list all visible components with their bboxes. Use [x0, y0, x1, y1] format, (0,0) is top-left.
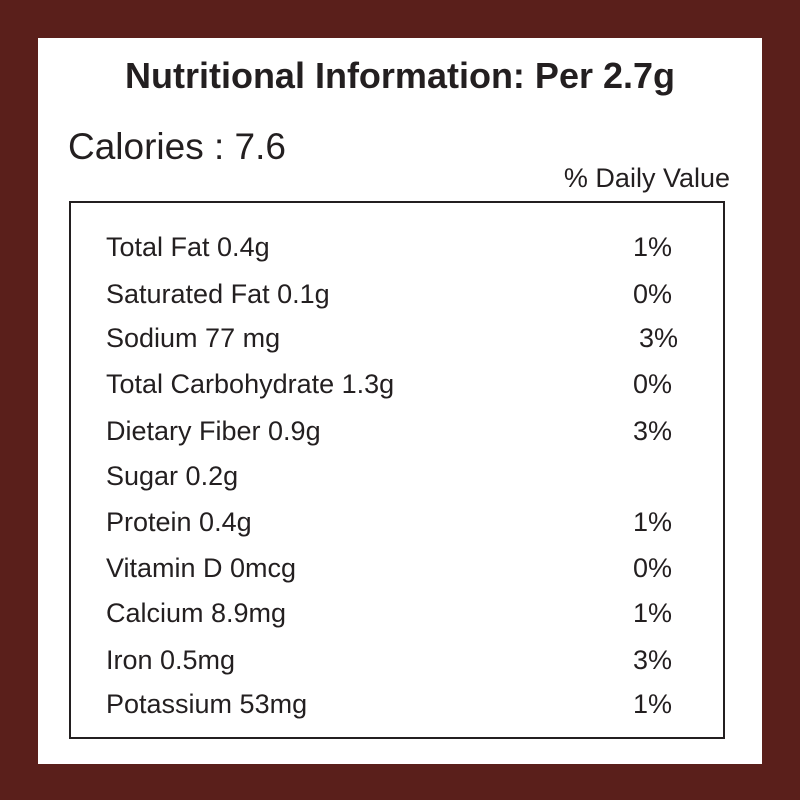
nutrient-label: Saturated Fat 0.1g [106, 279, 330, 309]
daily-value-pct: 0% [633, 369, 673, 399]
nutrient-table: Total Fat 0.4g 1% Saturated Fat 0.1g 0% … [69, 201, 725, 739]
nutrient-row-dietary-fiber: Dietary Fiber 0.9g 3% [71, 413, 723, 449]
nutrient-label: Potassium 53mg [106, 689, 308, 719]
nutrient-label: Sodium 77 mg [106, 323, 281, 353]
nutrient-row-calcium: Calcium 8.9mg 1% [71, 595, 723, 631]
nutrient-row-saturated-fat: Saturated Fat 0.1g 0% [71, 276, 723, 312]
nutrient-label: Protein 0.4g [106, 507, 252, 537]
nutrient-label: Iron 0.5mg [106, 645, 236, 675]
nutrient-label: Sugar 0.2g [106, 461, 239, 491]
daily-value-pct: 3% [633, 416, 673, 446]
daily-value-pct: 1% [633, 507, 673, 537]
nutrient-row-protein: Protein 0.4g 1% [71, 504, 723, 540]
nutrient-label: Calcium 8.9mg [106, 598, 287, 628]
daily-value-pct: 0% [633, 279, 673, 309]
nutrient-row-sodium: Sodium 77 mg 3% [71, 320, 723, 356]
nutrient-label: Total Carbohydrate 1.3g [106, 369, 395, 399]
nutrient-row-sugar: Sugar 0.2g [71, 458, 723, 494]
daily-value-pct: 1% [633, 232, 673, 262]
nutrition-label-panel: Nutritional Information: Per 2.7g Calori… [38, 38, 762, 764]
daily-value-pct: 3% [639, 323, 679, 353]
daily-value-pct: 1% [633, 689, 673, 719]
nutrient-label: Dietary Fiber 0.9g [106, 416, 321, 446]
nutrient-row-iron: Iron 0.5mg 3% [71, 642, 723, 678]
label-title: Nutritional Information: Per 2.7g [124, 55, 676, 96]
nutrient-label: Vitamin D 0mcg [106, 553, 297, 583]
nutrient-row-potassium: Potassium 53mg 1% [71, 686, 723, 722]
daily-value-pct: 3% [633, 645, 673, 675]
nutrient-row-vitamin-d: Vitamin D 0mcg 0% [71, 550, 723, 586]
nutrient-row-total-carbohydrate: Total Carbohydrate 1.3g 0% [71, 366, 723, 402]
calories-text: Calories : 7.6 [68, 126, 286, 167]
daily-value-pct: 1% [633, 598, 673, 628]
nutrient-label: Total Fat 0.4g [106, 232, 270, 262]
nutrient-row-total-fat: Total Fat 0.4g 1% [71, 229, 723, 265]
daily-value-pct: 0% [633, 553, 673, 583]
daily-value-header: % Daily Value [563, 163, 730, 193]
